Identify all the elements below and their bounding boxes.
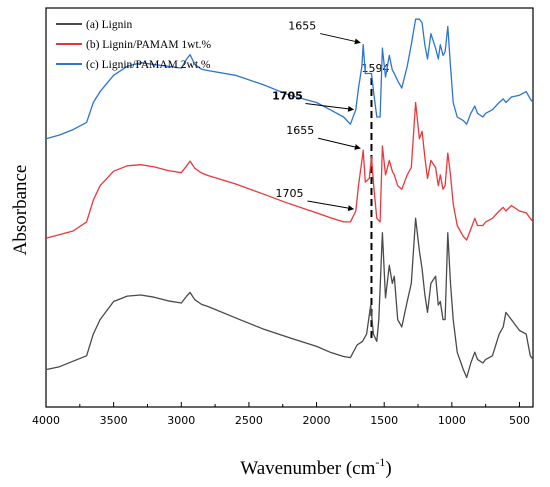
x-ticks: 4000 3500 3000 2500 2000 1500 1000 500 [32,402,530,427]
series-line-2 [45,101,534,241]
annotation-group: 1655 1705 1655 1705 [272,20,361,212]
annotation-arrow [307,200,355,212]
annotation-label: 1705 [275,187,303,200]
x-tick-label: 1500 [370,414,398,427]
x-axis-title-main: Wavenumber (cm [240,458,375,479]
x-tick-label: 4000 [32,414,60,427]
series-line-3 [45,18,534,140]
x-tick-label: 3500 [100,414,128,427]
annotation-arrow [320,33,361,45]
x-tick-label: 500 [509,414,530,427]
legend-label-3: (c) Lignin/PAMAM 2wt.% [86,59,211,71]
series-line-1 [45,217,534,379]
x-axis-title-sup: -1 [375,455,385,469]
legend-label-1: (a) Lignin [86,19,133,31]
series-group [45,18,534,379]
annotation-arrow [318,137,361,150]
annotation-arrow [305,103,355,112]
legend-label-2: (b) Lignin/PAMAM 1wt.% [86,39,212,51]
x-tick-label: 1000 [438,414,466,427]
x-tick-label: 2500 [235,414,263,427]
y-axis-title: Absorbance [10,165,31,256]
x-axis-title: Wavenumber (cm-1) [240,455,391,479]
annotation-label: 1655 [288,20,316,33]
annotation-label: 1655 [286,124,314,137]
annotation-label: 1705 [272,90,303,103]
x-axis-title-close: ) [385,458,391,479]
x-tick-label: 3000 [167,414,195,427]
plot-border [45,7,534,408]
plot-frame [45,7,534,408]
x-tick-label: 2000 [303,414,331,427]
legend: (a) Lignin (b) Lignin/PAMAM 1wt.% (c) Lign… [56,19,212,71]
